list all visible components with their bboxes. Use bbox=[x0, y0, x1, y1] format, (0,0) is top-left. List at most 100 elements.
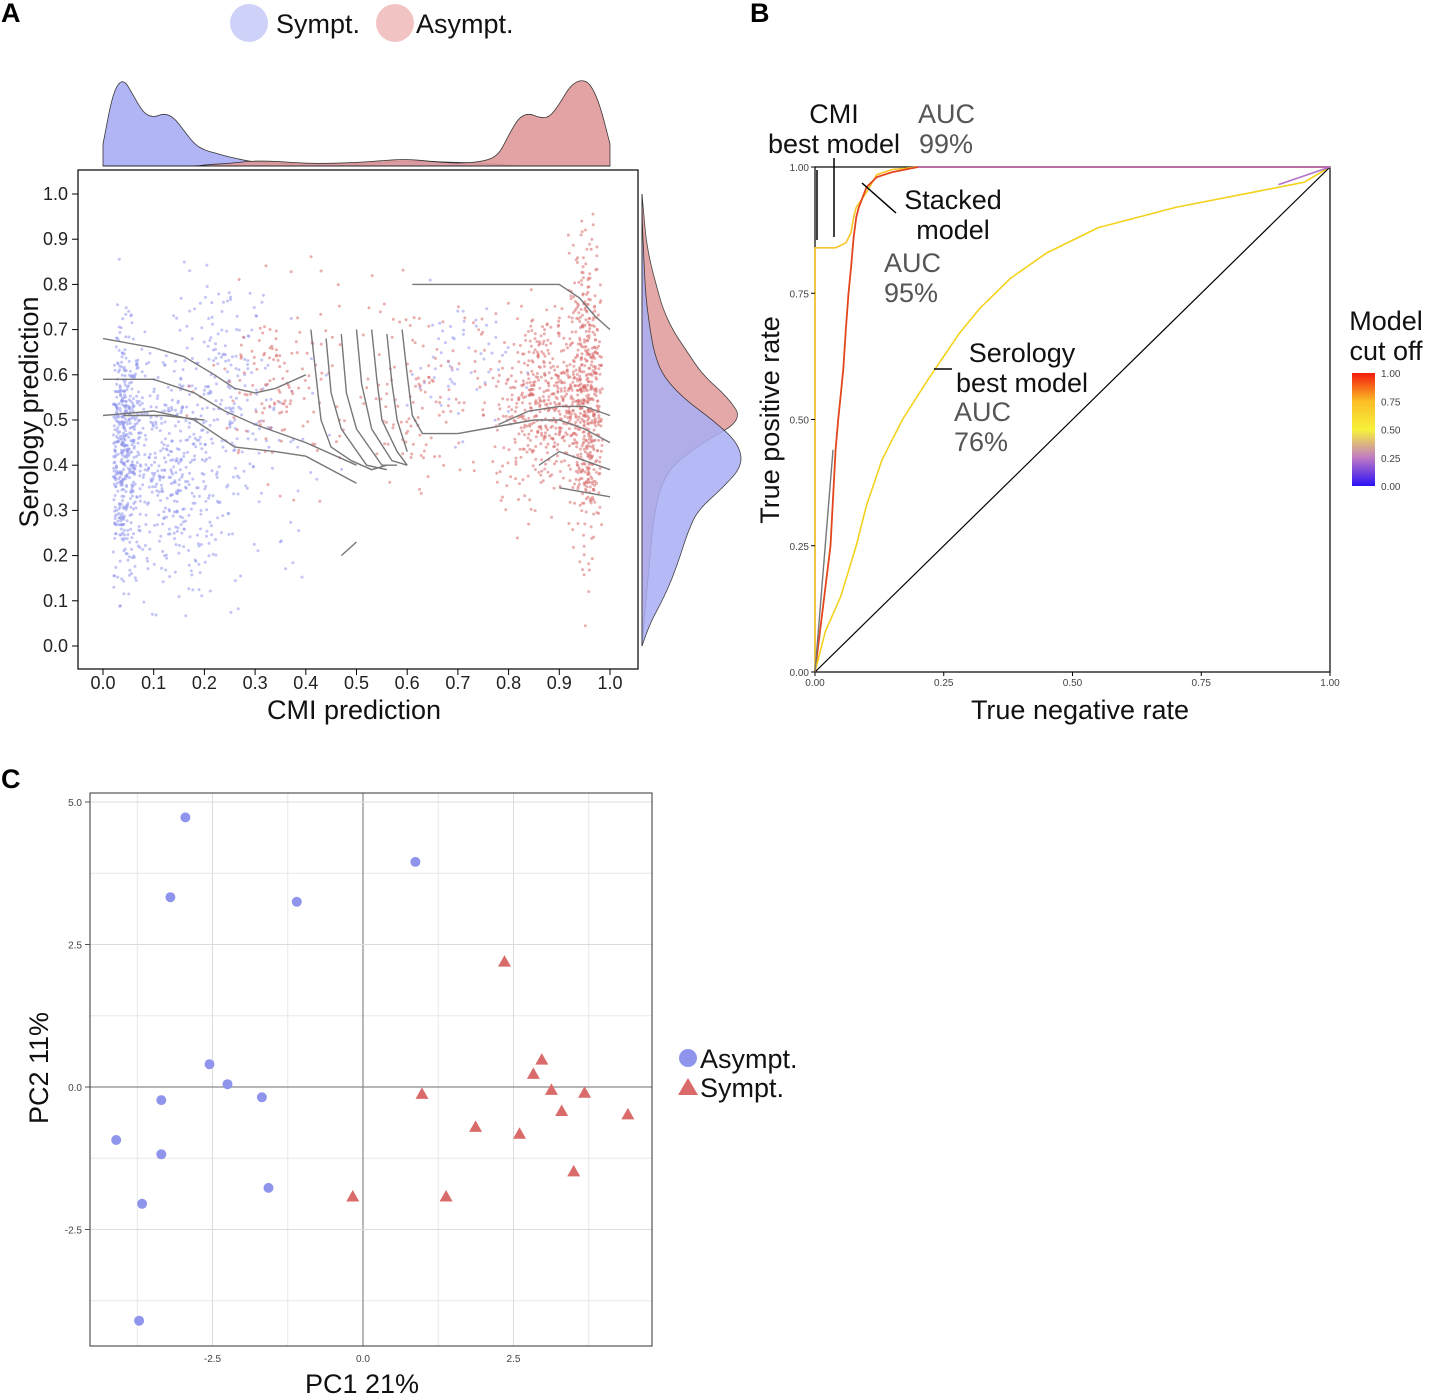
scatter-point-asympt bbox=[560, 380, 564, 384]
scatter-point-sympt bbox=[497, 368, 500, 372]
scatter-point-asympt bbox=[307, 386, 311, 390]
scatter-point-sympt bbox=[260, 358, 264, 362]
scatter-point-asympt bbox=[589, 445, 593, 449]
scatter-point-asympt bbox=[282, 402, 286, 406]
scatter-point-sympt bbox=[257, 500, 261, 504]
scatter-point-sympt bbox=[113, 455, 117, 459]
scatter-point-sympt bbox=[207, 357, 211, 361]
scatter-point-asympt bbox=[570, 320, 574, 324]
scatter-point-asympt bbox=[578, 315, 582, 319]
scatter-point-sympt bbox=[446, 384, 450, 388]
scatter-point-sympt bbox=[120, 577, 124, 581]
scatter-point-sympt bbox=[231, 421, 234, 425]
scatter-point-asympt bbox=[520, 415, 524, 419]
scatter-point-asympt bbox=[543, 371, 547, 375]
scatter-point-asympt bbox=[565, 364, 569, 368]
scatter-point-sympt bbox=[143, 433, 147, 437]
scatter-point-sympt bbox=[155, 482, 159, 486]
scatter-point-sympt bbox=[177, 448, 181, 451]
scatter-point-sympt bbox=[199, 509, 203, 512]
scatter-point-asympt bbox=[535, 350, 539, 354]
scatter-point-asympt bbox=[582, 447, 586, 451]
scatter-point-asympt bbox=[337, 304, 341, 308]
scatter-point-asympt bbox=[574, 420, 578, 424]
scatter-point-sympt bbox=[193, 458, 197, 462]
scatter-point-asympt bbox=[550, 376, 553, 380]
scatter-point-sympt bbox=[204, 385, 208, 389]
scatter-point-asympt bbox=[536, 401, 540, 405]
scatter-point-sympt bbox=[158, 429, 162, 433]
panel-a-marginal-x-density bbox=[102, 80, 611, 167]
scatter-point-sympt bbox=[216, 418, 219, 421]
scatter-point-sympt bbox=[149, 405, 153, 409]
scatter-point-sympt bbox=[128, 568, 132, 572]
scatter-point-asympt bbox=[422, 456, 425, 460]
scatter-point-asympt bbox=[577, 311, 581, 315]
scatter-point-sympt bbox=[190, 491, 194, 495]
scatter-point-asympt bbox=[458, 468, 462, 472]
x-tick-label: 0.50 bbox=[1063, 678, 1083, 689]
scatter-point-asympt bbox=[457, 401, 461, 405]
serology-auc-value: 76% bbox=[954, 427, 1008, 457]
scatter-point-asympt bbox=[560, 307, 564, 311]
scatter-point-sympt bbox=[289, 317, 293, 320]
scatter-point-asympt bbox=[585, 292, 589, 296]
scatter-point-asympt bbox=[538, 399, 542, 402]
scatter-point-asympt bbox=[507, 448, 511, 452]
scatter-point-sympt bbox=[203, 295, 207, 299]
scatter-point-sympt bbox=[525, 386, 529, 390]
x-tick-label: 0.5 bbox=[344, 673, 369, 693]
scatter-point-asympt bbox=[583, 470, 587, 474]
scatter-point-asympt bbox=[578, 320, 582, 323]
scatter-point-sympt bbox=[125, 453, 129, 457]
scatter-point-asympt bbox=[563, 381, 566, 385]
scatter-point-asympt bbox=[554, 407, 558, 411]
scatter-point-asympt bbox=[600, 387, 604, 391]
scatter-point-asympt bbox=[586, 339, 590, 343]
scatter-point-asympt bbox=[405, 420, 409, 424]
scatter-point-asympt bbox=[236, 451, 240, 455]
scatter-point-asympt bbox=[556, 443, 560, 446]
scatter-point-asympt bbox=[471, 321, 475, 325]
scatter-point-sympt bbox=[114, 565, 118, 569]
scatter-point-sympt bbox=[175, 510, 179, 514]
scatter-point-asympt bbox=[383, 442, 387, 446]
scatter-point-sympt bbox=[230, 355, 234, 359]
scatter-point-asympt bbox=[517, 360, 521, 364]
scatter-point-asympt bbox=[589, 440, 593, 444]
scatter-point-asympt bbox=[269, 426, 272, 430]
scatter-point-sympt bbox=[217, 465, 221, 469]
scatter-point-asympt bbox=[580, 230, 584, 234]
y-tick-label: 0.4 bbox=[43, 455, 68, 475]
scatter-point-asympt bbox=[573, 309, 577, 313]
scatter-point-sympt bbox=[134, 416, 138, 419]
scatter-point-sympt bbox=[206, 392, 210, 395]
panel-a-letter: A bbox=[1, 0, 21, 28]
scatter-point-asympt bbox=[510, 393, 514, 397]
y-tick-label: 0.6 bbox=[43, 365, 68, 385]
scatter-point-asympt bbox=[254, 410, 258, 414]
scatter-point-asympt bbox=[530, 329, 534, 332]
scatter-point-sympt bbox=[251, 432, 255, 436]
scatter-point-asympt bbox=[252, 362, 256, 365]
scatter-point-sympt bbox=[177, 461, 181, 465]
scatter-point-asympt bbox=[262, 406, 266, 410]
scatter-point-asympt bbox=[278, 354, 282, 358]
pca-point-asympt bbox=[291, 896, 302, 907]
scatter-point-asympt bbox=[578, 366, 581, 370]
scatter-point-asympt bbox=[526, 436, 530, 440]
scatter-point-sympt bbox=[127, 592, 131, 596]
y-tick-label: 0.8 bbox=[43, 274, 68, 294]
scatter-point-sympt bbox=[229, 395, 233, 399]
scatter-point-asympt bbox=[531, 318, 535, 322]
scatter-point-asympt bbox=[250, 349, 254, 353]
scatter-point-asympt bbox=[499, 499, 503, 502]
scatter-point-sympt bbox=[143, 468, 147, 472]
scatter-point-asympt bbox=[552, 384, 556, 388]
scatter-point-sympt bbox=[113, 505, 117, 509]
scatter-point-sympt bbox=[284, 567, 288, 571]
scatter-point-sympt bbox=[462, 319, 466, 323]
scatter-point-asympt bbox=[584, 510, 588, 514]
scatter-point-sympt bbox=[202, 388, 206, 392]
pca-point-asympt bbox=[222, 1079, 233, 1090]
